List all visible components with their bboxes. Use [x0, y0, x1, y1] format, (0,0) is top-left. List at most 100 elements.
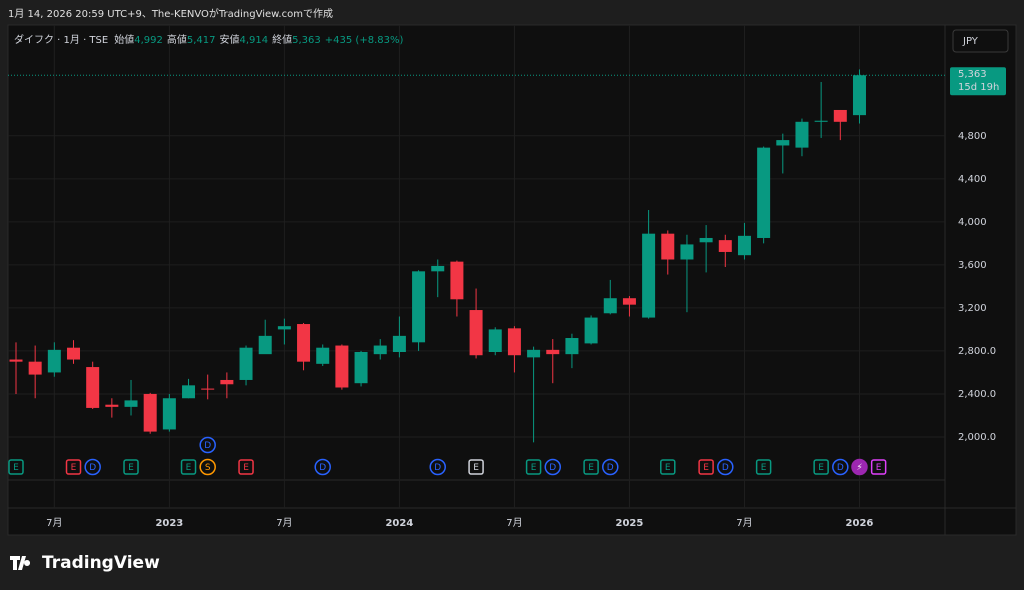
ohlc-label: 安値	[220, 33, 240, 46]
event-label: D	[89, 463, 96, 473]
event-label: E	[243, 463, 249, 473]
y-tick-label: 3,600	[958, 260, 987, 271]
y-tick-label: 4,800	[958, 131, 987, 142]
x-tick-label: 2025	[616, 518, 644, 529]
event-badge	[123, 459, 139, 475]
legend-header: ダイフク · 1月 · TSE 始値4,992 高値5,417 安値4,914 終値5,…	[14, 33, 403, 46]
event-badge	[602, 458, 619, 476]
x-tick-label: 2024	[385, 518, 413, 529]
candle-body	[680, 244, 694, 260]
change: +435 (+8.83%)	[325, 35, 404, 46]
candle-body	[603, 298, 617, 314]
x-tick-label: 2026	[846, 518, 874, 529]
candle-body	[469, 310, 483, 356]
event-label: D	[434, 463, 441, 473]
event-label: E	[71, 463, 77, 473]
currency[interactable]: JPY	[962, 36, 979, 47]
candle-body	[335, 345, 349, 388]
event-badge	[660, 459, 676, 475]
event-badge	[199, 436, 216, 454]
event-badge	[583, 459, 599, 475]
candle-body	[527, 349, 541, 358]
candle-body	[757, 147, 771, 238]
event-badge	[238, 459, 254, 475]
event-label: E	[761, 463, 767, 473]
event-badge	[199, 458, 216, 476]
event-label: E	[703, 463, 709, 473]
event-badge	[525, 459, 542, 475]
candle-body	[239, 347, 253, 380]
x-tick-label: 7月	[46, 517, 62, 529]
candle-body	[661, 233, 675, 260]
candle-body	[9, 359, 23, 362]
event-badge	[65, 459, 82, 475]
ohlc-value: 5,363	[292, 35, 321, 46]
ohlc-value: 4,992	[134, 35, 163, 46]
candle-body	[546, 349, 560, 355]
candle-body	[201, 388, 215, 390]
y-tick-label: 4,400	[958, 174, 987, 185]
candle-body	[47, 349, 61, 373]
candle-body	[143, 393, 157, 432]
ohlc-label: 終値	[272, 33, 292, 46]
countdown: 15d 19h	[958, 82, 999, 93]
candle-body	[852, 75, 866, 116]
y-tick-label: 3,200	[958, 303, 987, 314]
candle-body	[450, 261, 464, 300]
x-tick-label: 7月	[506, 517, 522, 529]
event-label: ⚡	[856, 463, 862, 473]
y-tick-label: 2,000.0	[958, 432, 996, 443]
candle-body	[392, 335, 406, 352]
event-badge	[717, 458, 734, 476]
candle-body	[86, 367, 100, 408]
event-label: E	[818, 463, 824, 473]
candle-body	[776, 140, 790, 146]
currency-button[interactable]	[952, 29, 1009, 53]
ohlc-value: 4,914	[240, 35, 269, 46]
event-badge	[429, 458, 446, 476]
ohlc-label: 高値	[167, 33, 187, 46]
candle-body	[622, 298, 636, 305]
event-badge	[314, 458, 331, 476]
logo: TradingView	[10, 553, 160, 573]
event-label: E	[876, 463, 882, 473]
brand: TradingView	[42, 553, 160, 573]
event-badge	[755, 459, 772, 475]
event-label: D	[722, 463, 729, 473]
candle-body	[220, 379, 234, 385]
candle-body	[737, 235, 751, 256]
candles	[9, 69, 866, 443]
event-badge	[870, 459, 887, 475]
event-label: D	[549, 463, 556, 473]
y-tick-label: 2,800.0	[958, 346, 996, 357]
ohlc-label: 始値	[114, 33, 134, 46]
event-label: D	[204, 441, 211, 451]
candle-body	[354, 351, 368, 384]
candle-body	[412, 271, 426, 343]
event-badge	[698, 459, 714, 475]
y-tick-label: 4,000	[958, 217, 987, 228]
candle-body	[105, 404, 119, 407]
event-label: D	[607, 463, 614, 473]
candle-body	[277, 326, 291, 330]
candle-body	[297, 324, 311, 362]
candle-body	[431, 265, 445, 272]
ohlc-value: 5,417	[187, 35, 216, 46]
candle-body	[67, 347, 81, 360]
candle-body	[316, 347, 330, 364]
event-label: E	[531, 463, 537, 473]
event-label: S	[205, 463, 211, 473]
event-label: E	[128, 463, 134, 473]
caption: 1月 14, 2026 20:59 UTC+9、The-KENVOがTradin…	[8, 7, 333, 20]
event-badge	[832, 458, 849, 476]
x-tick-label: 7月	[736, 517, 752, 529]
candle-body	[373, 345, 387, 355]
event-badge	[813, 459, 829, 475]
candle-body	[584, 317, 598, 344]
event-badge	[8, 459, 24, 475]
candle-body	[699, 237, 713, 243]
x-tick-label: 2023	[155, 518, 183, 529]
event-badge	[84, 458, 101, 476]
event-badge	[180, 459, 197, 475]
